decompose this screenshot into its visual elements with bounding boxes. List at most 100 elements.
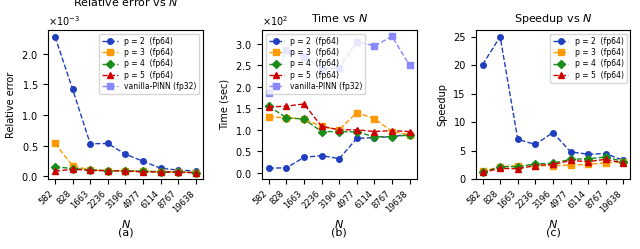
p = 5  (fp64) (531, 164, 539, 167)
p = 5  (fp64) (104, 169, 112, 172)
X-axis label: N: N (335, 220, 344, 230)
p = 2  (fp64) (602, 152, 609, 155)
p = 2  (fp64) (353, 137, 361, 140)
p = 2  (fp64) (496, 35, 504, 38)
p = 5  (fp64) (317, 125, 325, 128)
p = 4  (fp64) (122, 169, 129, 172)
p = 2  (fp64) (51, 35, 59, 38)
p = 5  (fp64) (282, 105, 290, 108)
vanilla-PINN (fp32) (317, 67, 325, 70)
p = 2  (fp64) (514, 138, 522, 141)
vanilla-PINN (fp32) (371, 44, 378, 47)
p = 2  (fp64) (549, 131, 557, 134)
p = 5  (fp64) (549, 163, 557, 166)
Legend: p = 2  (fp64), p = 3  (fp64), p = 4  (fp64), p = 5  (fp64), vanilla-PINN (fp32): p = 2 (fp64), p = 3 (fp64), p = 4 (fp64)… (99, 34, 199, 94)
p = 3  (fp64) (496, 165, 504, 168)
p = 4  (fp64) (317, 130, 325, 133)
vanilla-PINN (fp32) (335, 67, 343, 70)
Line: p = 4  (fp64): p = 4 (fp64) (480, 154, 626, 175)
vanilla-PINN (fp32) (353, 40, 361, 43)
Line: vanilla-PINN (fp32): vanilla-PINN (fp32) (266, 34, 412, 96)
p = 3  (fp64) (549, 164, 557, 167)
p = 5  (fp64) (584, 160, 592, 163)
Line: p = 5  (fp64): p = 5 (fp64) (52, 166, 198, 176)
p = 5  (fp64) (620, 162, 627, 165)
p = 3  (fp64) (300, 118, 308, 121)
p = 4  (fp64) (140, 170, 147, 173)
p = 3  (fp64) (282, 116, 290, 119)
p = 2  (fp64) (69, 88, 77, 91)
p = 5  (fp64) (265, 106, 273, 109)
p = 4  (fp64) (69, 167, 77, 170)
p = 4  (fp64) (175, 171, 182, 174)
p = 4  (fp64) (406, 133, 413, 136)
p = 2  (fp64) (317, 154, 325, 157)
p = 5  (fp64) (602, 158, 609, 161)
Line: p = 3  (fp64): p = 3 (fp64) (480, 159, 626, 174)
p = 3  (fp64) (353, 111, 361, 114)
p = 4  (fp64) (620, 160, 627, 163)
Line: p = 4  (fp64): p = 4 (fp64) (52, 164, 198, 175)
Title: Speedup vs $N$: Speedup vs $N$ (514, 11, 592, 26)
p = 3  (fp64) (86, 169, 94, 172)
p = 2  (fp64) (175, 169, 182, 172)
Title: Time vs $N$: Time vs $N$ (310, 11, 368, 24)
Y-axis label: Time (sec): Time (sec) (220, 79, 230, 130)
p = 2  (fp64) (282, 166, 290, 169)
p = 2  (fp64) (406, 133, 413, 136)
p = 5  (fp64) (140, 171, 147, 174)
p = 2  (fp64) (335, 157, 343, 160)
p = 5  (fp64) (157, 171, 164, 174)
Y-axis label: Speedup: Speedup (438, 83, 448, 126)
Line: p = 5  (fp64): p = 5 (fp64) (480, 157, 626, 175)
Line: p = 3  (fp64): p = 3 (fp64) (266, 110, 412, 138)
p = 3  (fp64) (192, 171, 200, 174)
p = 2  (fp64) (371, 136, 378, 139)
p = 3  (fp64) (388, 130, 396, 133)
p = 2  (fp64) (140, 160, 147, 163)
p = 3  (fp64) (584, 163, 592, 166)
X-axis label: N: N (548, 220, 557, 230)
p = 3  (fp64) (157, 170, 164, 173)
p = 3  (fp64) (122, 169, 129, 172)
p = 4  (fp64) (353, 130, 361, 133)
p = 3  (fp64) (175, 171, 182, 174)
p = 3  (fp64) (317, 125, 325, 128)
p = 4  (fp64) (335, 130, 343, 133)
p = 4  (fp64) (388, 135, 396, 138)
p = 2  (fp64) (157, 167, 164, 170)
p = 4  (fp64) (282, 116, 290, 119)
p = 3  (fp64) (371, 117, 378, 120)
p = 5  (fp64) (406, 130, 413, 133)
p = 4  (fp64) (531, 162, 539, 165)
p = 5  (fp64) (388, 129, 396, 132)
Legend: p = 2  (fp64), p = 3  (fp64), p = 4  (fp64), p = 5  (fp64), vanilla-PINN (fp32): p = 2 (fp64), p = 3 (fp64), p = 4 (fp64)… (266, 34, 365, 94)
Line: p = 2  (fp64): p = 2 (fp64) (480, 34, 626, 163)
p = 2  (fp64) (531, 143, 539, 146)
p = 3  (fp64) (335, 128, 343, 131)
p = 4  (fp64) (51, 165, 59, 168)
p = 4  (fp64) (157, 170, 164, 173)
Text: (a): (a) (118, 227, 133, 237)
p = 4  (fp64) (584, 157, 592, 160)
p = 2  (fp64) (388, 135, 396, 138)
p = 3  (fp64) (620, 160, 627, 163)
p = 3  (fp64) (514, 164, 522, 167)
X-axis label: N: N (121, 220, 130, 230)
p = 4  (fp64) (104, 169, 112, 172)
p = 3  (fp64) (265, 115, 273, 118)
p = 2  (fp64) (104, 142, 112, 145)
p = 2  (fp64) (479, 63, 486, 66)
p = 5  (fp64) (479, 171, 486, 174)
p = 3  (fp64) (479, 170, 486, 173)
p = 3  (fp64) (531, 164, 539, 167)
vanilla-PINN (fp32) (282, 49, 290, 52)
vanilla-PINN (fp32) (265, 92, 273, 95)
p = 4  (fp64) (371, 135, 378, 138)
Legend: p = 2  (fp64), p = 3  (fp64), p = 4  (fp64), p = 5  (fp64): p = 2 (fp64), p = 3 (fp64), p = 4 (fp64)… (550, 34, 627, 83)
p = 3  (fp64) (406, 133, 413, 136)
Line: p = 4  (fp64): p = 4 (fp64) (266, 103, 412, 139)
p = 5  (fp64) (86, 169, 94, 172)
p = 3  (fp64) (602, 161, 609, 164)
p = 4  (fp64) (514, 165, 522, 168)
